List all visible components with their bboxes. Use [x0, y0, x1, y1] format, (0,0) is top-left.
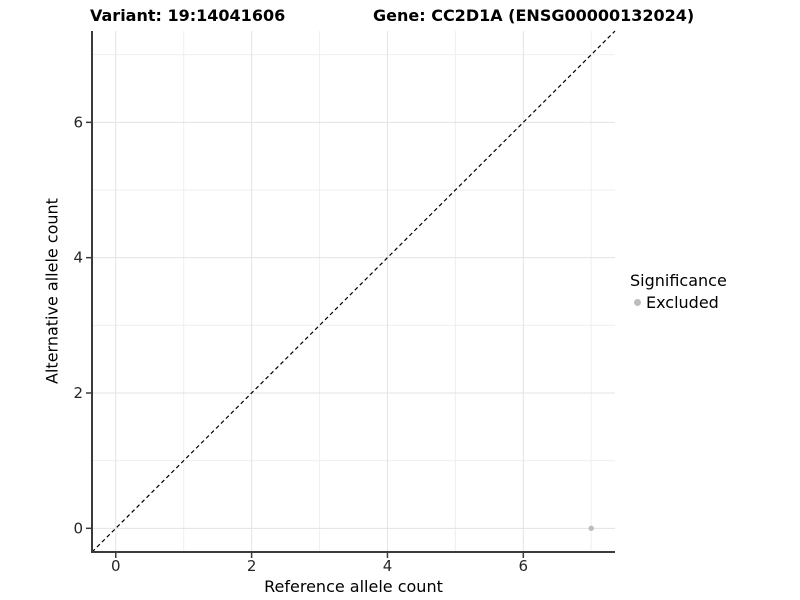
- legend-title: Significance: [630, 271, 727, 290]
- legend-item-label: Excluded: [646, 293, 719, 312]
- y-tick-label: 4: [73, 249, 83, 267]
- x-tick-label: 0: [111, 557, 121, 575]
- y-axis-title: Alternative allele count: [42, 198, 62, 384]
- x-tick-label: 6: [519, 557, 529, 575]
- x-tick-label: 4: [383, 557, 393, 575]
- y-tick-label: 6: [73, 113, 83, 131]
- legend-key-dot-icon: [634, 299, 641, 306]
- legend: Significance Excluded: [630, 271, 727, 312]
- legend-item-excluded: Excluded: [630, 293, 727, 312]
- identity-reference-line: [91, 30, 616, 553]
- x-axis-title: Reference allele count: [264, 577, 443, 596]
- plot-title-variant: Variant: 19:14041606: [90, 6, 286, 25]
- plot-title-gene: Gene: CC2D1A (ENSG00000132024): [373, 6, 695, 25]
- x-tick-label: 2: [247, 557, 257, 575]
- y-tick-label: 0: [73, 519, 83, 537]
- data-point: [588, 525, 594, 532]
- y-tick-label: 2: [73, 384, 83, 402]
